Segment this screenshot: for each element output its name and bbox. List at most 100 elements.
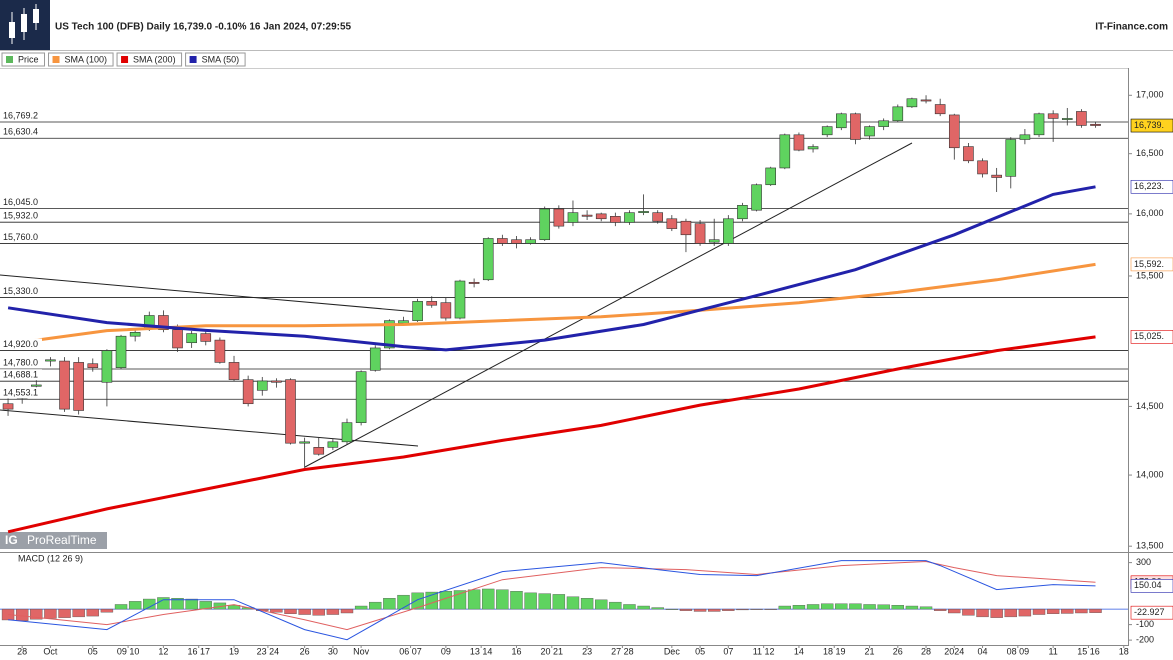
x-tick-label: 19 [229, 646, 239, 656]
level-label-bg [0, 387, 42, 399]
candle-body [624, 212, 635, 223]
x-tick-label: Oct [43, 646, 58, 656]
x-tick-label: 12 [158, 646, 168, 656]
macd-bar [651, 607, 664, 610]
macd-bar [905, 605, 919, 610]
candle-body [765, 167, 776, 186]
candle-body [1076, 111, 1087, 126]
x-tick-label: Dec [664, 646, 681, 656]
candle-body [737, 205, 748, 220]
level-label: 14,553.1 [3, 388, 38, 398]
macd-bar [30, 608, 43, 620]
legend-item: SMA (50) [185, 52, 246, 67]
macd-bar [707, 608, 721, 612]
candle-body [341, 422, 353, 443]
level-label-bg [0, 285, 42, 297]
candle-body [652, 212, 664, 222]
candle-body [327, 441, 339, 448]
y-tick-label: 300 [1136, 557, 1151, 567]
sma-line [7, 335, 1096, 534]
macd-bar [340, 608, 354, 614]
candle-body [920, 99, 932, 102]
y-tick-label: 16,000 [1136, 208, 1164, 218]
macd-bar [820, 603, 834, 610]
price-badge-label: 15,025. [1134, 331, 1164, 341]
candle-body [271, 380, 282, 383]
candle-body [991, 174, 1002, 178]
macd-bar [270, 608, 283, 613]
candle-body [200, 333, 212, 342]
legend-swatch [52, 56, 60, 63]
macd-bar [623, 604, 636, 610]
macd-line [8, 560, 1096, 641]
price-badge [1130, 330, 1173, 344]
candle-body [793, 134, 805, 151]
level-label: 14,780.0 [3, 357, 38, 367]
macd-bar [778, 605, 792, 610]
level-label-bg [0, 210, 42, 222]
x-tick-label: 18 19 [823, 646, 846, 656]
candle-body [807, 146, 819, 150]
legend-label: Price [18, 54, 39, 64]
legend-item: SMA (200) [116, 52, 183, 67]
legend-swatch [121, 56, 129, 63]
watermark-logo: IG [5, 533, 18, 547]
macd-bar [86, 608, 99, 617]
candle-body [906, 98, 918, 108]
candle-body [1005, 139, 1017, 177]
candle-body [511, 239, 522, 244]
site-name: IT-Finance.com [1095, 22, 1168, 33]
macd-bar [72, 608, 85, 618]
y-tick-label: 17,000 [1136, 90, 1164, 100]
plot-area [0, 95, 1128, 641]
macd-bar [1061, 608, 1074, 614]
x-tick-label: 28 [921, 646, 931, 656]
level-label-bg [0, 357, 42, 369]
legend-box [116, 52, 183, 67]
macd-bar [58, 608, 71, 618]
level-label: 16,045.0 [3, 197, 38, 207]
level-label: 15,760.0 [3, 232, 38, 242]
x-tick-label: 11 [1048, 646, 1057, 656]
candle-body [299, 441, 310, 444]
macd-bar [679, 608, 693, 611]
legend-label: SMA (200) [133, 54, 176, 64]
candle-body [723, 218, 734, 244]
candle-body [878, 120, 889, 127]
x-tick-label: 26 [893, 646, 903, 656]
macd-bar [185, 598, 198, 610]
macd-bar [792, 605, 806, 610]
candle-body [567, 212, 579, 223]
y-tick-label: 16,500 [1136, 148, 1164, 158]
x-tick-label: 18 [1119, 646, 1129, 656]
candle-body [553, 208, 565, 227]
candle-body [963, 146, 974, 162]
x-tick-label: 06 07 [399, 646, 422, 656]
macd-bar [736, 608, 749, 611]
macd-title: MACD (12 26 9) [18, 553, 83, 563]
candle-body [821, 126, 833, 136]
macd-bar [128, 601, 142, 610]
candle-body [864, 126, 875, 137]
macd-bar [1018, 608, 1032, 617]
macd-bar [369, 601, 382, 610]
y-tick-label: 14,000 [1136, 469, 1164, 479]
candle-body [73, 362, 84, 411]
y-tick-label: -100 [1136, 619, 1154, 629]
macd-bar [1004, 608, 1017, 618]
level-label-bg [0, 338, 42, 350]
macd-bar [227, 605, 241, 610]
macd-bar [891, 605, 904, 610]
macd-bar [496, 589, 509, 610]
candle-body [595, 213, 607, 220]
candle-body [256, 380, 268, 391]
x-tick-label: 30 [328, 646, 338, 656]
macd-bar [849, 603, 862, 610]
macd-bar [312, 608, 325, 616]
candle-body [45, 359, 56, 362]
macd-bar [411, 592, 424, 610]
legend-box [1, 52, 46, 67]
level-label-bg [0, 231, 42, 243]
candle-body [1047, 113, 1059, 119]
macd-bar [114, 604, 128, 610]
